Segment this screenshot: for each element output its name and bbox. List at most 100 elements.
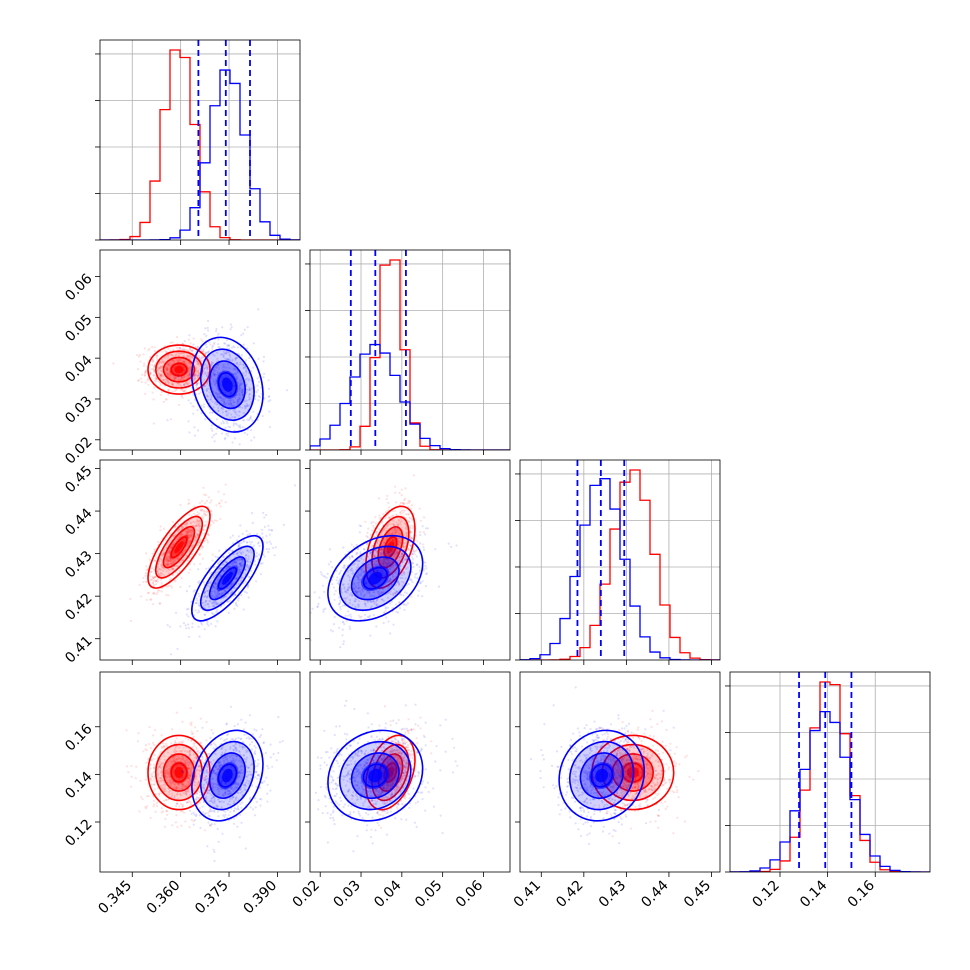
scatter-point — [197, 604, 201, 607]
scatter-point — [216, 363, 219, 367]
scatter-point — [152, 591, 155, 594]
scatter-point — [380, 553, 383, 556]
scatter-point — [198, 790, 201, 793]
scatter-point — [160, 807, 164, 810]
scatter-point — [398, 529, 401, 532]
scatter-point — [272, 546, 275, 550]
scatter-point — [165, 764, 168, 767]
scatter-point — [195, 384, 198, 387]
scatter-point — [236, 346, 239, 349]
scatter-point — [215, 385, 218, 388]
scatter-point — [249, 543, 252, 546]
scatter-point — [413, 529, 416, 532]
scatter-point — [168, 362, 171, 365]
scatter-point — [245, 370, 248, 373]
scatter-point — [173, 759, 176, 762]
scatter-point — [178, 528, 181, 531]
scatter-point — [170, 559, 173, 562]
scatter-point — [223, 398, 227, 401]
scatter-point — [163, 349, 167, 352]
scatter-point — [252, 342, 255, 345]
scatter-point — [196, 611, 199, 614]
y-tick-label: 0.42 — [62, 591, 95, 624]
scatter-point — [243, 539, 246, 542]
scatter-point — [160, 581, 163, 585]
scatter-point — [152, 603, 155, 606]
scatter-point — [165, 367, 168, 371]
scatter-point — [172, 355, 175, 358]
scatter-point — [234, 601, 238, 605]
scatter-point — [137, 368, 140, 371]
scatter-point — [397, 523, 400, 527]
scatter-point — [425, 567, 428, 570]
scatter-point — [202, 406, 206, 409]
scatter-point — [162, 527, 165, 530]
scatter-point — [152, 757, 156, 760]
scatter-point — [232, 408, 235, 411]
scatter-point — [203, 591, 206, 595]
scatter-point — [224, 567, 227, 570]
scatter-point — [185, 793, 188, 797]
y-tick-label: 0.44 — [62, 505, 95, 538]
scatter-point — [425, 572, 429, 575]
scatter-point — [202, 510, 205, 513]
scatter-point — [256, 555, 259, 558]
scatter-point — [360, 571, 363, 574]
scatter-point — [411, 537, 414, 540]
scatter-point — [144, 371, 147, 375]
scatter-point — [391, 575, 395, 578]
scatter-point — [267, 550, 270, 554]
scatter-point — [363, 594, 366, 597]
scatter-point — [215, 601, 218, 605]
scatter-point — [217, 561, 220, 564]
scatter-point — [380, 591, 383, 594]
scatter-point — [222, 365, 225, 368]
scatter-point — [205, 351, 208, 354]
scatter-point — [173, 526, 176, 529]
scatter-point — [165, 563, 168, 566]
scatter-point — [214, 583, 217, 586]
scatter-point — [360, 592, 363, 595]
scatter-point — [184, 523, 187, 526]
scatter-point — [165, 372, 168, 375]
scatter-point — [238, 363, 241, 366]
scatter-point — [239, 426, 242, 429]
scatter-point — [149, 763, 152, 766]
scatter-point — [423, 548, 426, 552]
scatter-point — [176, 373, 179, 376]
scatter-point — [239, 361, 242, 364]
scatter-point — [317, 602, 320, 606]
scatter-point — [241, 393, 244, 396]
scatter-point — [177, 557, 180, 560]
scatter-point — [185, 785, 188, 788]
scatter-point — [177, 522, 180, 526]
scatter-point — [414, 576, 417, 579]
scatter-point — [167, 773, 170, 776]
scatter-point — [223, 400, 226, 403]
scatter-point — [151, 552, 154, 555]
scatter-point — [173, 782, 176, 785]
scatter-point — [176, 530, 179, 533]
scatter-point — [353, 600, 356, 603]
scatter-point — [338, 602, 341, 606]
scatter-point — [234, 560, 237, 563]
scatter-point — [202, 348, 205, 351]
scatter-point — [249, 397, 252, 400]
scatter-point — [372, 524, 375, 527]
scatter-point — [226, 422, 229, 425]
scatter-point — [234, 357, 237, 360]
scatter-point — [228, 345, 231, 348]
scatter-point — [360, 572, 363, 576]
scatter-point — [389, 563, 393, 566]
scatter-point — [402, 603, 405, 606]
scatter-point — [396, 551, 399, 555]
scatter-point — [423, 516, 426, 519]
scatter-point — [382, 590, 385, 594]
scatter-point — [187, 626, 190, 630]
scatter-point — [373, 542, 376, 545]
scatter-point — [228, 408, 231, 411]
scatter-point — [182, 348, 185, 351]
scatter-point — [376, 540, 379, 543]
scatter-point — [380, 531, 384, 534]
scatter-point — [225, 350, 228, 353]
